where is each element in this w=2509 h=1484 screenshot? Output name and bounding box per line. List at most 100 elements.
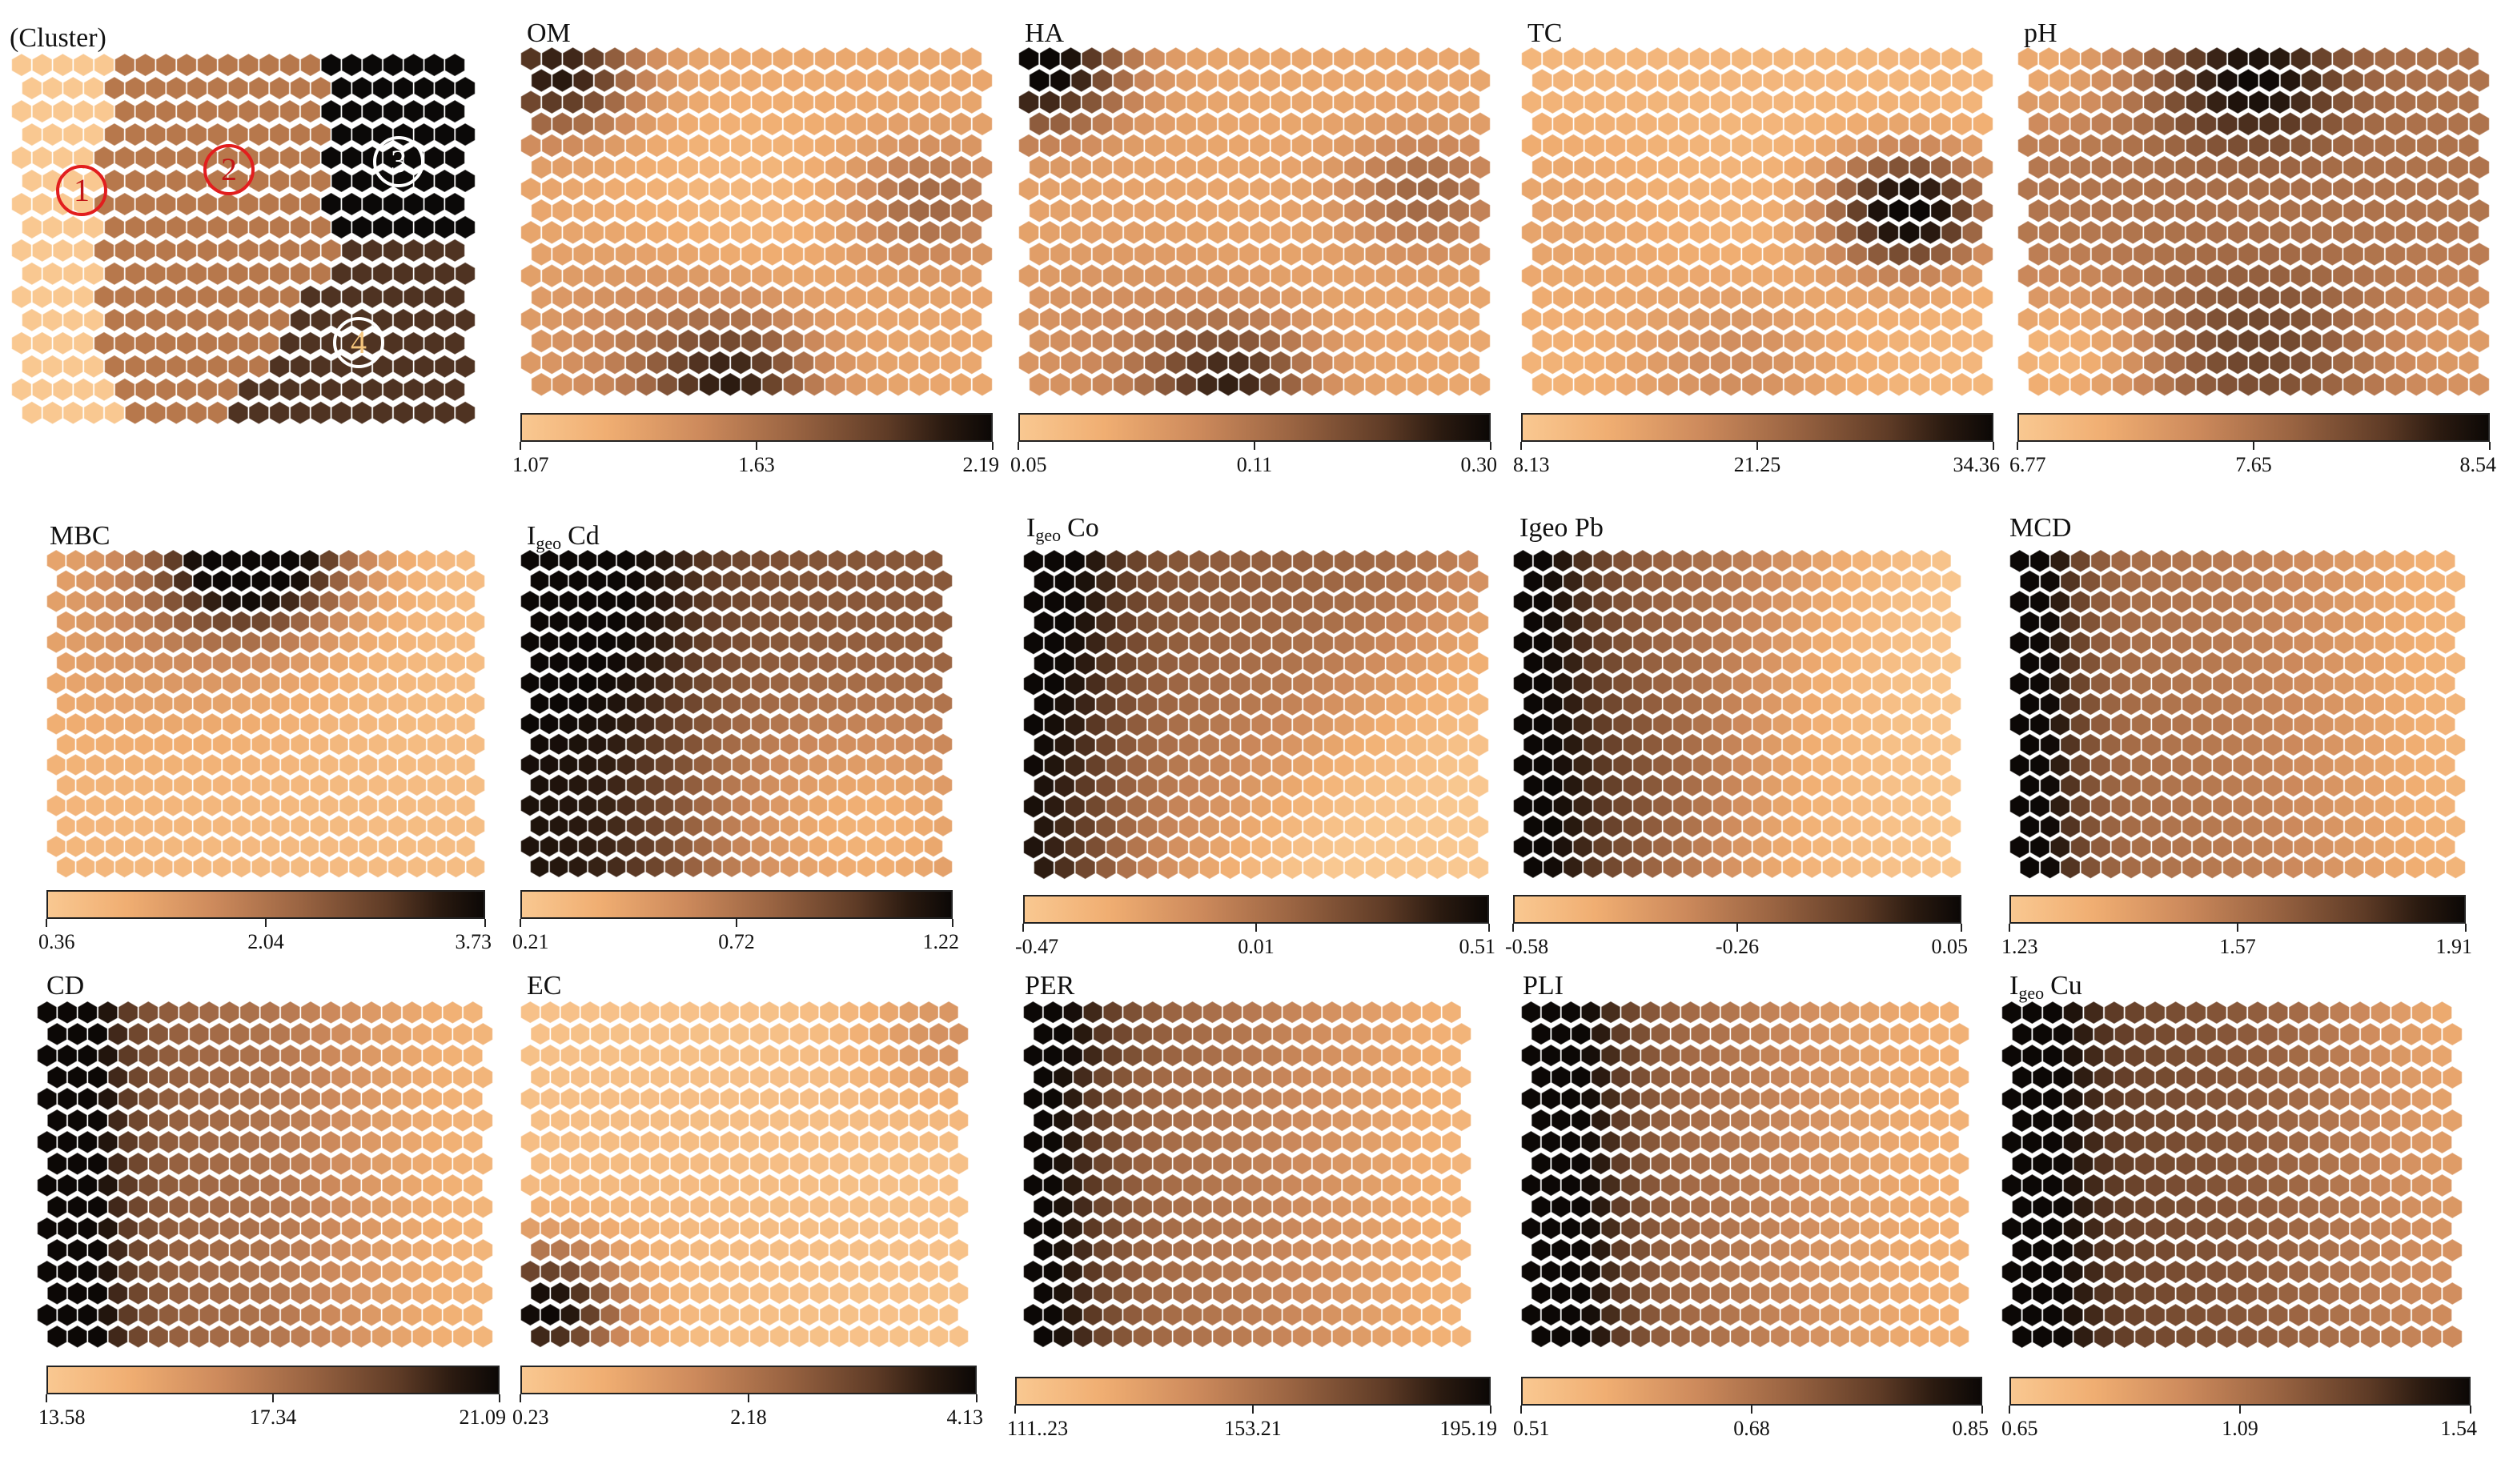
hex-cell: [520, 1303, 540, 1326]
hex-cell: [1375, 835, 1396, 860]
hex-cell: [1070, 328, 1092, 354]
hex-cell: [248, 262, 270, 286]
hex-cell: [98, 1044, 118, 1068]
hex-cell: [1212, 1109, 1233, 1132]
hex-cell: [148, 1152, 169, 1176]
hex-cell: [1572, 835, 1593, 859]
hex-cell: [552, 155, 573, 180]
hex-cell: [905, 753, 924, 776]
colorbar-max-label: 21.09: [459, 1406, 507, 1429]
hex-cell: [1375, 712, 1396, 737]
hex-cell: [699, 155, 720, 180]
hex-cell: [189, 1109, 210, 1133]
hex-cell: [1354, 631, 1375, 656]
hex-cell: [1794, 90, 1815, 114]
hex-cell: [1081, 351, 1102, 375]
hex-cell: [1877, 90, 1899, 114]
hex-cell: [163, 794, 183, 817]
hex-cell: [2262, 774, 2283, 798]
hex-cell: [341, 99, 363, 123]
component-plane-hex-map: [520, 549, 953, 878]
hex-cell: [588, 569, 607, 592]
hex-cell: [593, 372, 615, 397]
hex-cell: [759, 1260, 780, 1283]
hex-cell: [339, 753, 359, 776]
hex-cell: [2322, 372, 2343, 397]
hex-cell: [2131, 631, 2152, 655]
hex-cell: [212, 610, 232, 633]
hex-cell: [1416, 672, 1438, 696]
hex-cell: [809, 712, 828, 736]
hex-cell: [1951, 285, 1973, 310]
hex-cell: [2133, 242, 2154, 267]
hex-cell: [1899, 1087, 1920, 1110]
hex-cell: [1451, 1238, 1471, 1261]
hex-cell: [219, 1260, 240, 1284]
hex-cell: [2133, 285, 2154, 310]
hex-cell: [814, 351, 836, 375]
hex-cell: [610, 1281, 630, 1305]
hex-cell: [1144, 177, 1166, 202]
hex-cell: [1249, 90, 1271, 114]
hex-cell: [520, 90, 542, 114]
hex-cell: [1218, 155, 1239, 180]
hex-cell: [761, 569, 780, 592]
hex-cell: [1033, 1065, 1054, 1089]
hex-cell: [857, 774, 876, 796]
hex-cell: [52, 146, 74, 170]
hex-cell: [279, 192, 300, 216]
hex-cell: [1219, 692, 1241, 716]
hex-cell: [259, 1087, 280, 1111]
hex-cell: [929, 285, 951, 310]
hex-cell: [1029, 285, 1050, 310]
hex-cell: [1652, 631, 1673, 655]
hex-cell: [2227, 263, 2249, 288]
hex-cell: [52, 239, 74, 263]
hex-cell: [1921, 651, 1942, 675]
hex-cell: [1354, 672, 1375, 696]
hex-cell: [656, 242, 678, 267]
hex-cell: [1532, 835, 1553, 859]
hex-cell: [1106, 753, 1127, 778]
hex-cell: [1331, 1022, 1352, 1045]
hex-cell: [94, 692, 115, 715]
hex-cell: [1272, 1281, 1292, 1305]
hex-cell: [1218, 372, 1239, 397]
hex-cell: [179, 1130, 199, 1154]
hex-cell: [1178, 652, 1199, 676]
hex-cell: [446, 815, 466, 838]
hex-cell: [2192, 549, 2213, 573]
hex-cell: [1939, 1173, 1960, 1197]
hex-cell: [799, 1130, 820, 1153]
hex-cell: [1836, 351, 1857, 375]
hex-cell: [1250, 672, 1272, 696]
hex-cell: [1919, 1130, 1940, 1153]
hex-cell: [1137, 733, 1158, 757]
hex-cell: [1207, 351, 1229, 375]
hex-cell: [1572, 672, 1593, 696]
hex-cell: [1034, 692, 1054, 716]
hex-cell: [1448, 285, 1470, 310]
hex-cell: [713, 631, 732, 653]
hex-cell: [919, 351, 941, 375]
hex-cell: [2090, 328, 2112, 354]
hex-cell: [1584, 263, 1605, 288]
hex-cell: [134, 99, 156, 123]
hex-cell: [56, 610, 76, 633]
hex-cell: [2171, 590, 2192, 614]
hex-cell: [2038, 177, 2060, 202]
hex-cell: [2164, 351, 2186, 375]
hex-cell: [1782, 815, 1802, 838]
hex-cell: [741, 732, 761, 756]
hex-cell: [1792, 753, 1813, 777]
hex-cell: [2154, 328, 2175, 354]
hex-cell: [1459, 220, 1480, 245]
hex-cell: [1250, 590, 1272, 615]
hex-cell: [1371, 1195, 1392, 1218]
hex-cell: [549, 815, 568, 837]
hex-cell: [593, 285, 615, 310]
hex-cell: [1657, 111, 1679, 136]
hex-cell: [227, 400, 249, 425]
hex-cell: [1395, 753, 1417, 778]
hex-cell: [1592, 590, 1613, 613]
